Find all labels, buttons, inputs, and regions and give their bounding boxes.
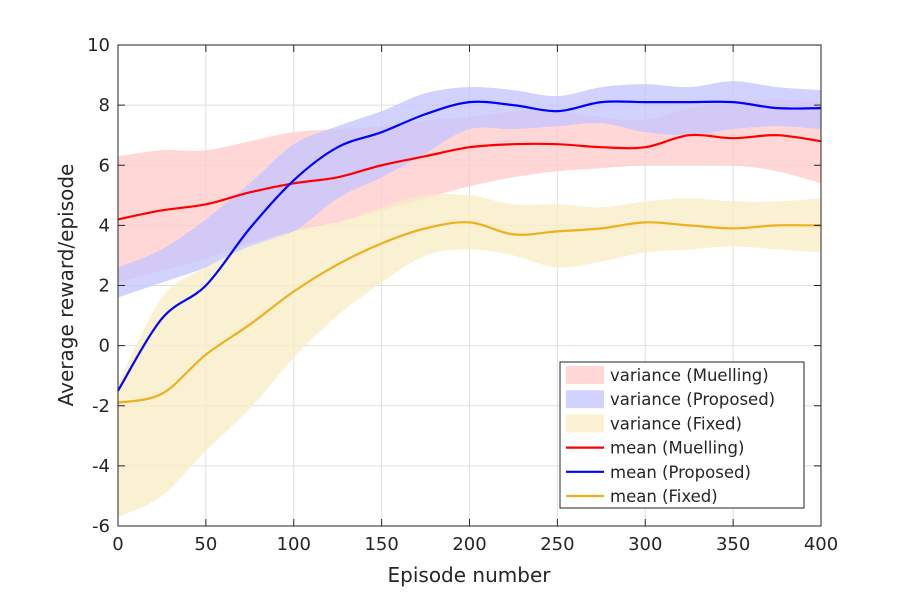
y-tick-label: -6 <box>92 516 110 537</box>
y-tick-label: 2 <box>99 276 110 297</box>
legend-swatch <box>566 366 604 384</box>
legend: variance (Muelling) variance (Proposed) va… <box>559 361 805 509</box>
x-tick-label: 350 <box>716 534 750 555</box>
mean-line-2 <box>117 100 822 392</box>
y-tick-label: -4 <box>92 456 110 477</box>
y-tick-label: 6 <box>99 155 110 176</box>
legend-label: mean (Muelling) <box>610 439 744 458</box>
legend-label: variance (Fixed) <box>610 414 742 433</box>
y-tick-label: 0 <box>99 336 110 357</box>
x-tick-label: 0 <box>112 534 123 555</box>
x-tick-label: 300 <box>628 534 662 555</box>
legend-swatch <box>566 390 604 409</box>
legend-label: mean (Proposed) <box>610 463 751 482</box>
variance-band-3 <box>118 193 821 517</box>
x-tick-label: 250 <box>540 534 574 555</box>
legend-swatch <box>566 414 604 433</box>
y-tick-label: 10 <box>87 35 110 56</box>
legend-label: variance (Proposed) <box>610 390 775 409</box>
y-tick-label: 8 <box>99 95 110 116</box>
x-tick-label: 200 <box>452 534 486 555</box>
y-tick-label: 4 <box>99 215 110 236</box>
x-tick-label: 100 <box>277 534 311 555</box>
x-tick-label: 150 <box>364 534 398 555</box>
x-tick-label: 400 <box>804 534 838 555</box>
legend-box <box>559 361 805 509</box>
y-tick-label: -2 <box>92 396 110 417</box>
y-axis-label: Average reward/episode <box>54 164 78 407</box>
x-tick-label: 50 <box>194 534 217 555</box>
mean-line-1 <box>117 133 822 221</box>
mean-lines <box>117 100 822 404</box>
legend-label: mean (Fixed) <box>610 487 718 506</box>
axis-ticks: 0 50 100 150 200 250 300 350 400 -6 -4 -2 0 2 4 6 8 10 <box>87 35 838 555</box>
mean-line-3 <box>117 221 822 404</box>
legend-label: variance (Muelling) <box>610 366 769 385</box>
x-axis-label: Episode number <box>388 563 552 587</box>
